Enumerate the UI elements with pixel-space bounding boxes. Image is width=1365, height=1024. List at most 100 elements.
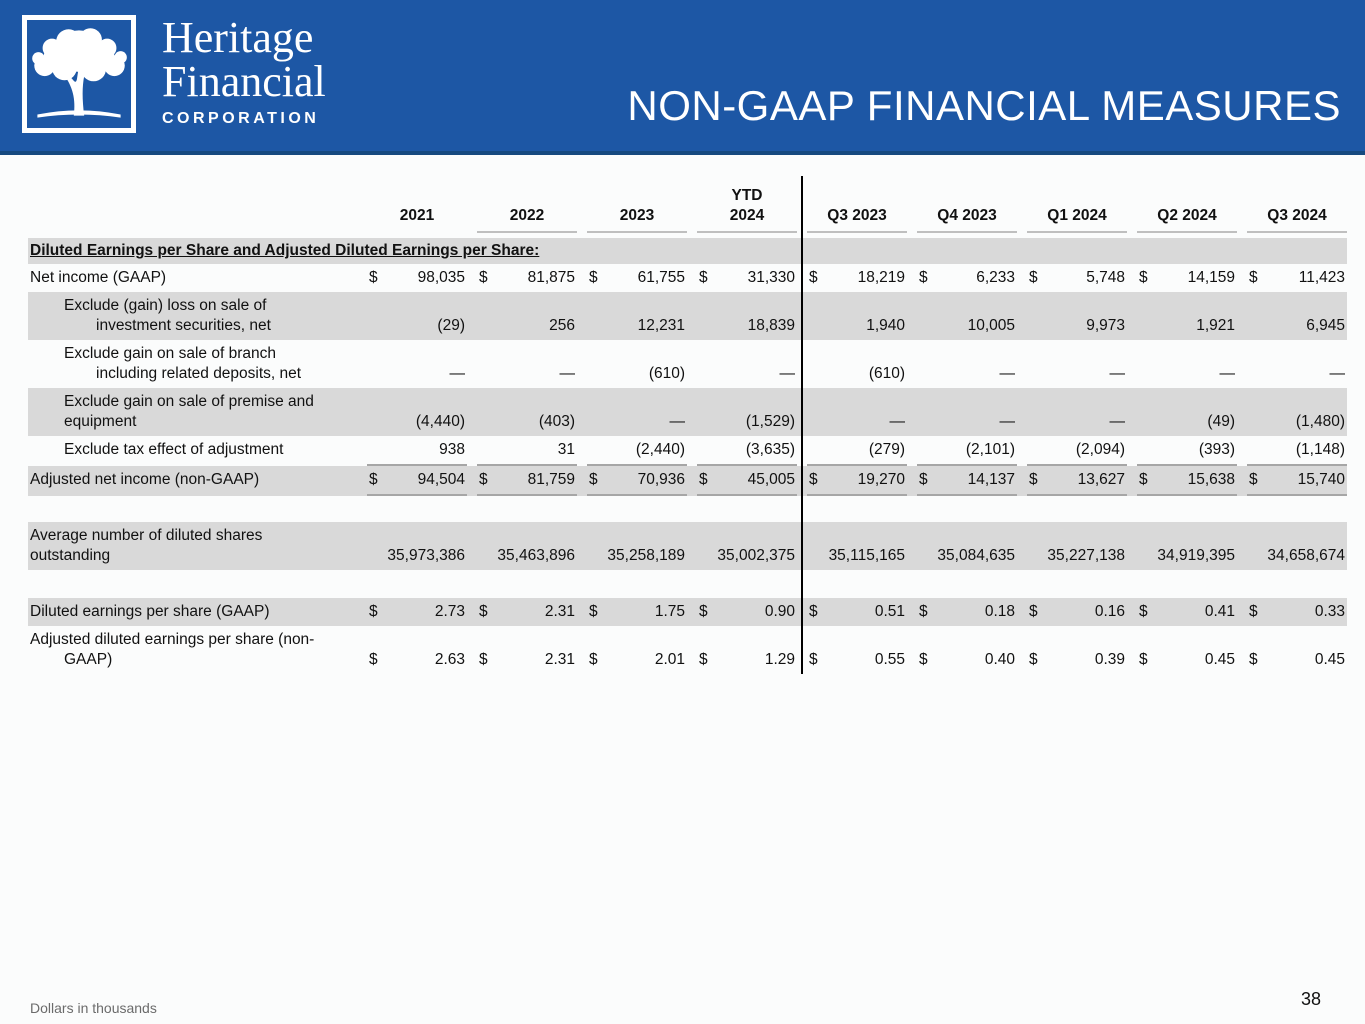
row-label-line: outstanding: [30, 547, 111, 564]
value-cell: $94,504: [367, 466, 467, 496]
value-cell: $13,627: [1027, 466, 1127, 496]
cell-value: (4,440): [415, 413, 465, 430]
section-header-row: Diluted Earnings per Share and Adjusted …: [28, 238, 1347, 264]
cell-value: —: [1219, 365, 1236, 382]
value-cell: $0.90: [697, 598, 797, 626]
value-cell: 35,115,165: [807, 522, 907, 570]
cell-value: 35,227,138: [1047, 547, 1125, 564]
cell-value: 98,035: [417, 269, 465, 286]
row-label-line: Diluted earnings per share (GAAP): [30, 603, 270, 620]
column-header: Q3 2023: [807, 176, 907, 233]
table-row-exclude-tax-effect: Exclude tax effect of adjustment 938 31 (2,…: [28, 436, 1347, 466]
dollar-sign: $: [479, 471, 488, 488]
table-row-exclude-gain-loss-securities: Exclude (gain) loss on sale of investment…: [28, 292, 1347, 340]
value-cell: $0.18: [917, 598, 1017, 626]
dollar-sign: $: [1139, 269, 1148, 286]
row-label-line: including related deposits, net: [96, 365, 302, 382]
dollar-sign: $: [589, 471, 598, 488]
cell-value: 45,005: [747, 471, 795, 488]
dollar-sign: $: [1249, 269, 1258, 286]
brand-name-line3: CORPORATION: [162, 110, 320, 127]
financial-table: 2021 2022 2023 YTD 2024 Q3 2023 Q4 2023 Q1 202…: [28, 176, 1347, 674]
table-row-adjusted-net-income: Adjusted net income (non-GAAP) $94,504 $81…: [28, 466, 1347, 496]
row-label: Adjusted net income (non-GAAP): [28, 466, 357, 496]
brand-name-line2: Financial: [162, 57, 326, 106]
cell-value: (2,094): [1075, 441, 1125, 458]
oak-tree-icon: [32, 28, 127, 118]
row-label-line: investment securities, net: [96, 317, 271, 334]
cell-value: 70,936: [637, 471, 685, 488]
row-label-line: Exclude tax effect of adjustment: [64, 441, 284, 458]
cell-value: 2.63: [434, 651, 465, 668]
value-cell: $6,233: [917, 264, 1017, 292]
row-label-line: Average number of diluted shares: [30, 527, 263, 544]
cell-value: —: [999, 413, 1016, 430]
cell-value: 2.73: [434, 603, 465, 620]
cell-value: —: [889, 413, 906, 430]
dollar-sign: $: [589, 651, 598, 668]
value-cell: 35,258,189: [587, 522, 687, 570]
value-cell: 34,658,674: [1247, 522, 1347, 570]
table-header-row: 2021 2022 2023 YTD 2024 Q3 2023 Q4 2023 Q1 202…: [28, 176, 1347, 233]
value-cell: (4,440): [367, 388, 467, 436]
cell-value: (393): [1198, 441, 1235, 458]
dollar-sign: $: [1139, 471, 1148, 488]
cell-value: 6,233: [976, 269, 1015, 286]
row-label-line: Exclude gain on sale of premise and: [64, 393, 314, 410]
value-cell: 35,227,138: [1027, 522, 1127, 570]
cell-value: 0.45: [1204, 651, 1235, 668]
cell-value: 0.18: [984, 603, 1015, 620]
cell-value: —: [1109, 413, 1126, 430]
dollar-sign: $: [809, 603, 818, 620]
cell-value: (49): [1207, 413, 1235, 430]
cell-value: 19,270: [857, 471, 905, 488]
column-divider-line: [801, 176, 803, 674]
value-cell: (1,529): [697, 388, 797, 436]
row-label-line: Adjusted diluted earnings per share (non…: [30, 631, 315, 648]
cell-value: 14,137: [967, 471, 1015, 488]
cell-value: 2.31: [544, 603, 575, 620]
dollar-sign: $: [1029, 269, 1038, 286]
cell-value: 15,740: [1297, 471, 1345, 488]
cell-value: 2.31: [544, 651, 575, 668]
table-row-average-diluted-shares: Average number of diluted shares outstand…: [28, 522, 1347, 570]
cell-value: 0.51: [874, 603, 905, 620]
value-cell: $81,759: [477, 466, 577, 496]
value-cell: (2,094): [1027, 436, 1127, 466]
cell-value: 0.33: [1314, 603, 1345, 620]
cell-value: 1.29: [764, 651, 795, 668]
cell-value: 0.39: [1094, 651, 1125, 668]
value-cell: $2.31: [477, 626, 577, 674]
row-label: Diluted earnings per share (GAAP): [28, 598, 357, 626]
dollar-sign: $: [1249, 471, 1258, 488]
cell-value: —: [999, 365, 1016, 382]
footnote: Dollars in thousands: [30, 1000, 157, 1016]
cell-value: 1,921: [1196, 317, 1235, 334]
cell-value: (279): [868, 441, 905, 458]
value-cell: $15,638: [1137, 466, 1237, 496]
value-cell: (610): [587, 340, 687, 388]
cell-value: 35,002,375: [717, 547, 795, 564]
value-cell: $45,005: [697, 466, 797, 496]
header-banner: Heritage Financial CORPORATION NON-GAAP …: [0, 0, 1365, 155]
cell-value: 0.55: [874, 651, 905, 668]
dollar-sign: $: [479, 603, 488, 620]
value-cell: —: [367, 340, 467, 388]
cell-value: 12,231: [637, 317, 685, 334]
cell-value: 13,627: [1077, 471, 1125, 488]
dollar-sign: $: [809, 471, 818, 488]
cell-value: 35,258,189: [607, 547, 685, 564]
row-label-line: Adjusted net income (non-GAAP): [30, 471, 260, 488]
row-label: Exclude gain on sale of branch including …: [28, 340, 357, 388]
value-cell: $81,875: [477, 264, 577, 292]
cell-value: 35,973,386: [387, 547, 465, 564]
cell-value: 35,463,896: [497, 547, 575, 564]
cell-value: 10,005: [967, 317, 1015, 334]
value-cell: 18,839: [697, 292, 797, 340]
cell-value: (3,635): [745, 441, 795, 458]
value-cell: 31: [477, 436, 577, 466]
cell-value: 9,973: [1086, 317, 1125, 334]
cell-value: (1,480): [1295, 413, 1345, 430]
cell-value: 0.16: [1094, 603, 1125, 620]
column-header: Q2 2024: [1137, 176, 1237, 233]
